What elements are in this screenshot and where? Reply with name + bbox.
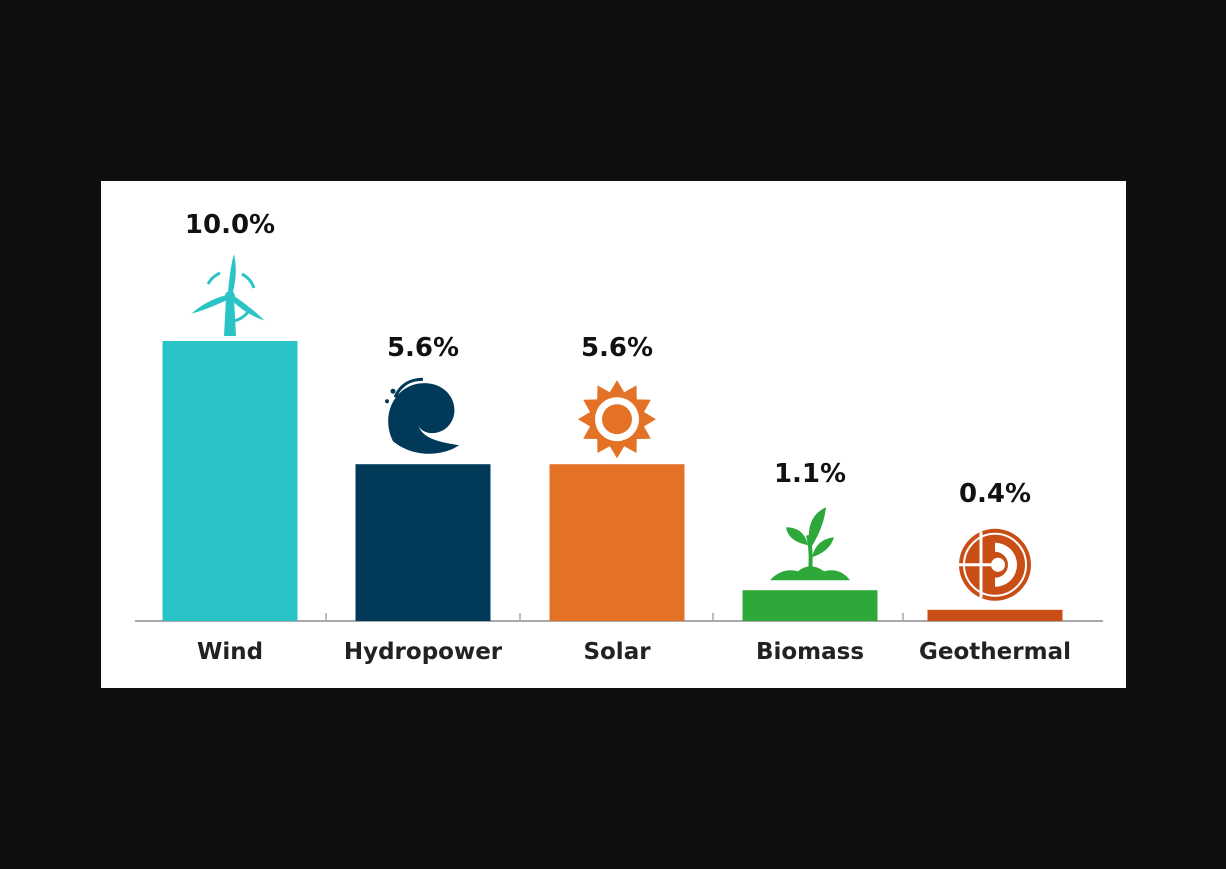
category-label-hydropower: Hydropower <box>344 639 503 665</box>
category-label-geothermal: Geothermal <box>919 639 1071 665</box>
bar-solar <box>549 464 685 621</box>
bar-biomass <box>742 590 878 621</box>
value-label-biomass: 1.1% <box>774 459 846 489</box>
category-label-biomass: Biomass <box>756 639 864 665</box>
value-label-wind: 10.0% <box>185 210 275 240</box>
bar-geothermal <box>927 609 1063 621</box>
wave-icon <box>385 377 459 454</box>
value-label-solar: 5.6% <box>581 333 653 363</box>
geothermal-earth-icon <box>959 528 1031 601</box>
bar-hydropower <box>355 464 491 621</box>
category-label-solar: Solar <box>583 639 651 665</box>
plant-sprout-icon <box>770 507 850 581</box>
value-label-hydropower: 5.6% <box>387 333 459 363</box>
wind-turbine-icon <box>191 254 265 336</box>
bar-wind <box>162 341 298 621</box>
category-label-wind: Wind <box>197 639 263 665</box>
chart-card: 10.0% Wind 5.6% Hydropower 5.6% Solar 1.1% Biom… <box>101 181 1126 688</box>
bar-chart: 10.0% Wind 5.6% Hydropower 5.6% Solar 1.1% Biom… <box>135 210 1103 665</box>
value-label-geothermal: 0.4% <box>959 479 1031 509</box>
sun-icon <box>578 380 656 459</box>
